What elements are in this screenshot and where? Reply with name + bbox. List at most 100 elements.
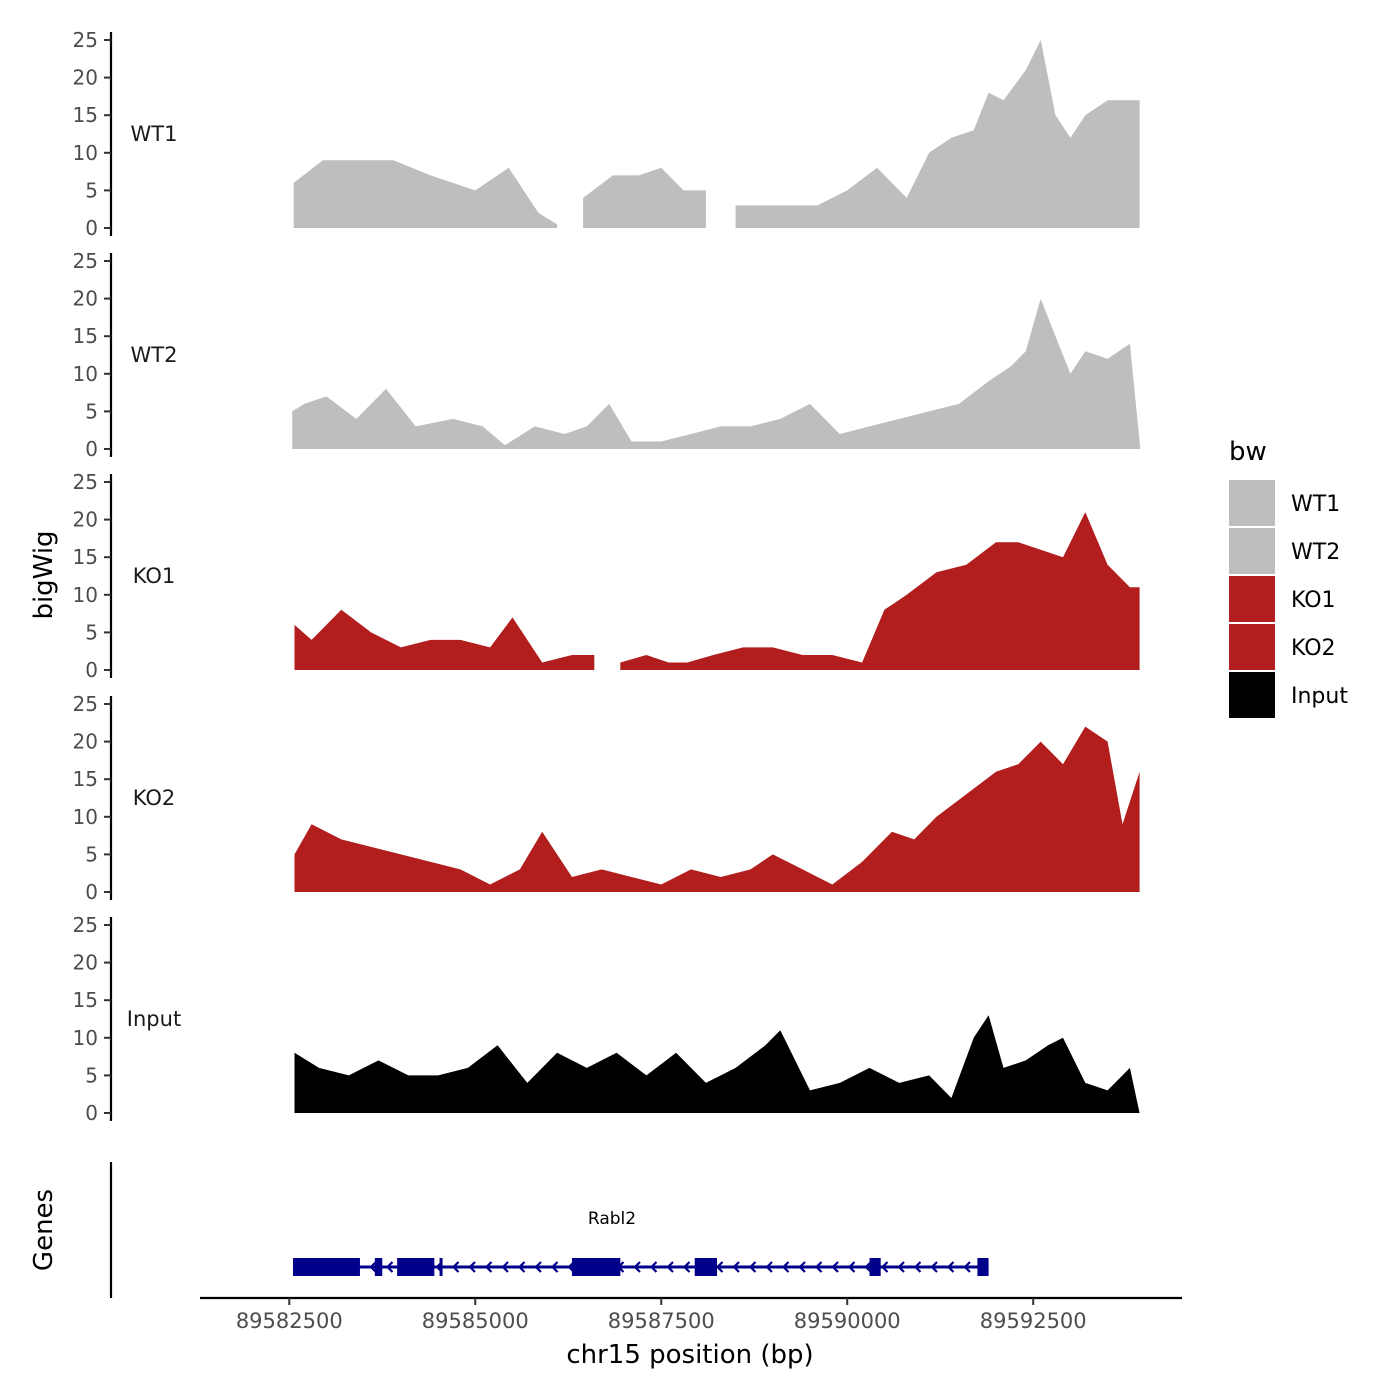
y-tick-label: 25	[73, 913, 98, 937]
strand-arrow	[501, 1261, 509, 1273]
legend-swatch-wt2	[1229, 528, 1275, 574]
y-axis-title: bigWig	[29, 530, 59, 619]
gene-name-label: Rabl2	[588, 1209, 636, 1229]
track-label: KO1	[133, 564, 176, 588]
y-tick-label: 15	[73, 545, 98, 569]
exon-block	[439, 1258, 443, 1276]
exon-block	[374, 1258, 383, 1276]
strand-arrow	[682, 1261, 691, 1273]
track-label: WT2	[131, 343, 178, 367]
track-ko2: 0 5 10 15 20 25 KO2	[73, 692, 1140, 904]
strand-arrow	[369, 1261, 377, 1273]
signal-area-ko2	[294, 726, 1140, 892]
legend-label-wt1: WT1	[1291, 492, 1340, 517]
x-tick-label: 89585000	[422, 1309, 529, 1333]
legend-swatch-input	[1229, 672, 1275, 718]
track-wt2: 0 5 10 15 20 25 WT2	[73, 249, 1141, 461]
y-tick-label: 5	[85, 620, 98, 644]
strand-arrow	[385, 1261, 394, 1273]
strand-arrow	[534, 1261, 542, 1273]
y-tick-label: 20	[73, 730, 98, 754]
strand-arrow	[880, 1261, 889, 1273]
legend-label-ko2: KO2	[1291, 636, 1336, 661]
y-tick-label: 15	[73, 988, 98, 1012]
y-tick-label: 5	[85, 842, 98, 866]
exon-block	[694, 1258, 718, 1276]
strand-arrow	[831, 1261, 839, 1273]
y-tick-label: 5	[85, 1063, 98, 1087]
y-tick-label: 20	[73, 951, 98, 975]
y-tick-label: 10	[73, 1026, 98, 1050]
y-tick-label: 25	[73, 28, 98, 52]
track-label: WT1	[131, 122, 178, 146]
legend-swatch-ko1	[1229, 576, 1275, 622]
strand-arrow	[913, 1261, 922, 1273]
y-tick-label: 15	[73, 103, 98, 127]
strand-arrow	[633, 1261, 641, 1273]
x-tick-label: 89592500	[980, 1309, 1087, 1333]
legend: bw WT1 WT2 KO1 KO2 Input	[1229, 437, 1348, 718]
exon-block	[977, 1258, 989, 1276]
y-tick-label: 20	[73, 66, 98, 90]
strand-arrow	[484, 1261, 493, 1273]
track-label: Input	[127, 1007, 181, 1031]
genes-axis-label: Genes	[29, 1189, 59, 1271]
y-tick-label: 5	[85, 178, 98, 202]
y-tick-label: 0	[85, 437, 98, 461]
strand-arrow	[897, 1261, 905, 1273]
y-tick-label: 0	[85, 1101, 98, 1125]
gene-track: Genes Rabl2	[29, 1162, 989, 1298]
y-tick-label: 25	[73, 249, 98, 273]
strand-arrow	[468, 1261, 476, 1273]
strand-arrow	[963, 1261, 971, 1273]
exon-block	[571, 1258, 621, 1276]
x-tick-label: 89582500	[236, 1309, 343, 1333]
signal-area-wt1	[293, 160, 558, 228]
signal-area-ko1	[294, 609, 595, 670]
strand-arrow	[666, 1261, 674, 1273]
signal-area-input	[294, 1015, 1140, 1113]
exon-block	[397, 1258, 435, 1276]
strand-arrow	[847, 1261, 856, 1273]
y-tick-label: 0	[85, 880, 98, 904]
track-ko1: 0 5 10 15 20 25 KO1	[73, 470, 1140, 682]
y-tick-label: 10	[73, 583, 98, 607]
strand-arrow	[715, 1261, 724, 1273]
y-tick-label: 25	[73, 692, 98, 716]
track-input: 0 5 10 15 20 25 Input	[73, 913, 1140, 1125]
legend-label-ko1: KO1	[1291, 588, 1336, 613]
x-tick-label: 89590000	[794, 1309, 901, 1333]
strand-arrow	[748, 1261, 757, 1273]
y-tick-label: 0	[85, 658, 98, 682]
strand-arrow	[798, 1261, 806, 1273]
strand-arrow	[451, 1261, 460, 1273]
y-tick-label: 10	[73, 362, 98, 386]
strand-arrow	[946, 1261, 955, 1273]
strand-arrow	[765, 1261, 773, 1273]
x-axis: 89582500 89585000 89587500 89590000 89592500…	[200, 1296, 1182, 1370]
strand-arrow	[517, 1261, 526, 1273]
strand-arrow	[550, 1261, 559, 1273]
signal-area-wt1	[583, 167, 706, 228]
y-tick-label: 10	[73, 805, 98, 829]
x-axis-title: chr15 position (bp)	[566, 1340, 813, 1370]
strand-arrow	[649, 1261, 658, 1273]
strand-arrow	[930, 1261, 938, 1273]
y-tick-label: 25	[73, 470, 98, 494]
y-tick-label: 10	[73, 141, 98, 165]
legend-label-wt2: WT2	[1291, 540, 1340, 565]
legend-label-input: Input	[1291, 684, 1348, 709]
y-tick-label: 20	[73, 508, 98, 532]
x-tick-label: 89587500	[608, 1309, 715, 1333]
track-label: KO2	[133, 786, 176, 810]
strand-arrow	[781, 1261, 790, 1273]
strand-arrow	[864, 1261, 872, 1273]
y-tick-label: 5	[85, 399, 98, 423]
y-tick-label: 20	[73, 287, 98, 311]
track-wt1: 0 5 10 15 20 25 WT1	[73, 28, 1140, 240]
strand-arrow	[814, 1261, 823, 1273]
legend-swatch-wt1	[1229, 480, 1275, 526]
legend-swatch-ko2	[1229, 624, 1275, 670]
gene-model	[292, 1258, 989, 1276]
signal-area-wt2	[292, 298, 1141, 449]
